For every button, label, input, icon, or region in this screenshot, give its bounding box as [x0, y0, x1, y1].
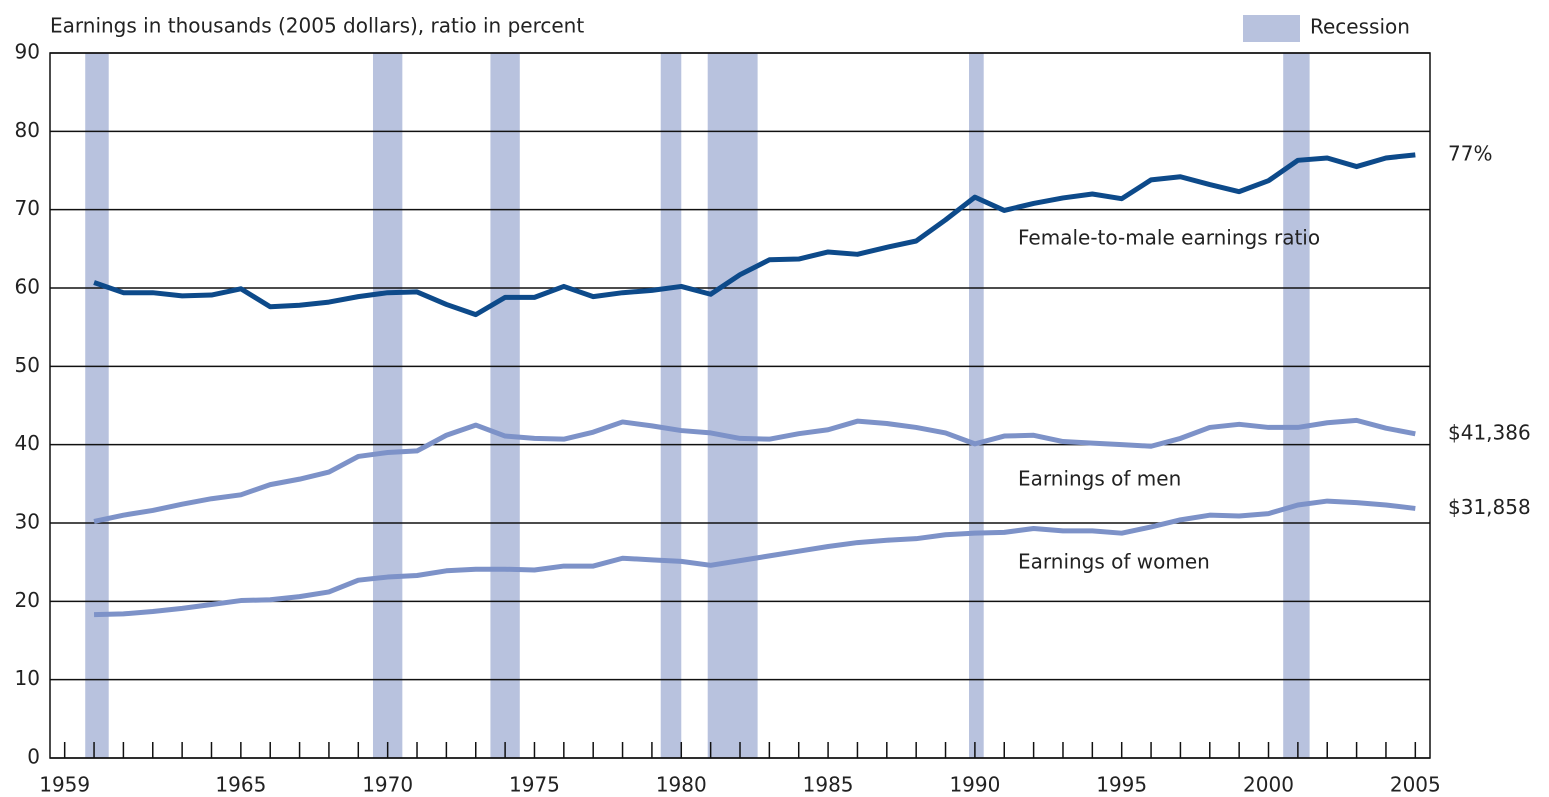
y-tick-label: 50 [15, 353, 40, 377]
x-tick-label: 2000 [1243, 773, 1294, 797]
x-tick-label: 1985 [803, 773, 854, 797]
data-line [93, 417, 1416, 524]
x-tick-label: 1995 [1096, 773, 1147, 797]
end-label: $31,858 [1448, 495, 1531, 519]
recession-band [707, 53, 758, 758]
y-tick-label: 80 [15, 118, 40, 142]
x-tick-label: 1970 [362, 773, 413, 797]
recession-band [969, 53, 984, 758]
series-label: Earnings of men [1018, 467, 1181, 491]
recession-band [660, 53, 682, 758]
end-label: 77% [1448, 141, 1492, 165]
x-tick-label: 1990 [949, 773, 1000, 797]
end-label: $41,386 [1448, 420, 1531, 444]
y-tick-label: 70 [15, 196, 40, 220]
x-tick-label: 1980 [656, 773, 707, 797]
y-tick-label: 20 [15, 588, 40, 612]
y-tick-label: 60 [15, 275, 40, 299]
recession-band [372, 53, 403, 758]
recession-band [85, 53, 109, 758]
recession-band [490, 53, 520, 758]
y-tick-label: 10 [15, 666, 40, 690]
y-tick-label: 0 [27, 745, 40, 769]
x-tick-label: 1959 [39, 773, 90, 797]
y-tick-label: 30 [15, 510, 40, 534]
data-line [93, 498, 1416, 618]
series-label: Earnings of women [1018, 550, 1210, 574]
y-tick-label: 40 [15, 431, 40, 455]
recession-band [1283, 53, 1310, 758]
x-tick-label: 2005 [1390, 773, 1441, 797]
y-tick-label: 90 [15, 40, 40, 64]
series-label: Female-to-male earnings ratio [1018, 226, 1320, 250]
x-tick-label: 1965 [215, 773, 266, 797]
chart-title: Earnings in thousands (2005 dollars), ra… [50, 14, 584, 38]
legend-label: Recession [1310, 15, 1410, 39]
legend-swatch [1243, 15, 1300, 42]
data-line [93, 152, 1416, 318]
x-tick-label: 1975 [509, 773, 560, 797]
